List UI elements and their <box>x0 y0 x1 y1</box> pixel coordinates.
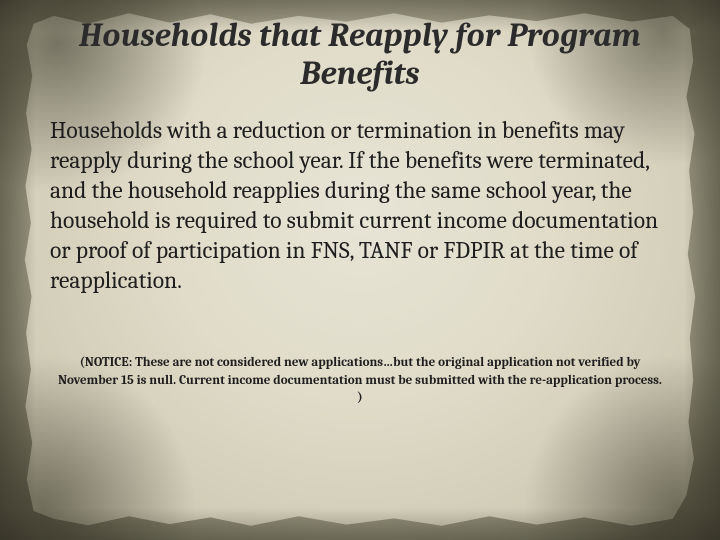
slide-content: Households that Reapply for Program Bene… <box>0 0 720 540</box>
slide-body-text: Households with a reduction or terminati… <box>48 116 672 296</box>
slide-notice-text: (NOTICE: These are not considered new ap… <box>48 354 672 407</box>
slide-title: Households that Reapply for Program Bene… <box>48 18 672 94</box>
